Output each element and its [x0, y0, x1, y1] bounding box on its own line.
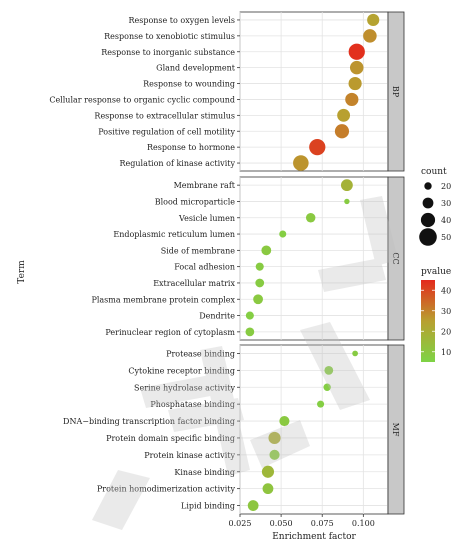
data-point	[245, 311, 254, 320]
panels-layer: BP Response to oxygen levels Response to x…	[49, 11, 405, 515]
data-point	[253, 294, 263, 305]
y-tick-label: Membrane raft	[174, 181, 236, 190]
y-tick-label: Side of membrane	[161, 246, 236, 255]
facet-strip-label: MF	[391, 423, 400, 437]
y-tick-label: DNA−binding transcription factor binding	[63, 417, 235, 426]
y-tick-label: Regulation of kinase activity	[119, 159, 235, 168]
size-legend-dot	[424, 182, 432, 190]
panel-cc: CC Membrane raft Blood microparticle Vesicl…	[91, 176, 405, 341]
y-tick-label: Protein domain specific binding	[106, 434, 235, 443]
size-legend-label: 50	[441, 233, 451, 242]
y-tick-label: Kinase binding	[174, 468, 235, 477]
data-point	[261, 465, 275, 478]
x-tick-label: 0.050	[270, 519, 293, 528]
pvalue-colorbar	[421, 280, 435, 362]
y-tick-label: Serine hydrolase activity	[134, 383, 235, 392]
y-tick-label: Endoplasmic reticulum lumen	[113, 230, 235, 239]
y-tick-label: Response to hormone	[147, 143, 235, 152]
size-legend-dot	[420, 212, 436, 228]
y-tick-label: Phosphatase binding	[150, 400, 235, 409]
y-tick-label: Gland development	[156, 64, 236, 73]
y-axis-title: Term	[17, 260, 27, 284]
x-tick-label: 0.025	[229, 519, 252, 528]
y-tick-label: Blood microparticle	[155, 197, 236, 206]
x-axis-title: Enrichment factor	[272, 532, 356, 542]
facet-strip-label: BP	[391, 86, 400, 98]
panel-bp: BP Response to oxygen levels Response to x…	[49, 11, 405, 172]
x-axis: 0.025 0.050 0.075 0.100	[229, 514, 375, 528]
y-tick-label: Cellular response to organic cyclic comp…	[49, 95, 235, 104]
y-tick-label: Perinuclear region of cytoplasm	[105, 328, 235, 337]
data-point	[363, 29, 377, 43]
data-point	[255, 262, 264, 271]
facet-strip-bp: BP	[387, 11, 405, 172]
facet-strip-label: CC	[391, 252, 400, 264]
data-point	[367, 13, 380, 27]
y-tick-label: Vesicle lumen	[178, 214, 235, 223]
data-point	[262, 483, 274, 495]
colorbar-label: 40	[441, 286, 451, 295]
colorbar-label: 20	[441, 327, 451, 336]
data-point	[323, 383, 331, 391]
legend: count pvalue 20 30 40 50 10 20 30 40	[419, 167, 451, 362]
data-point	[344, 198, 350, 205]
data-point	[324, 365, 334, 375]
x-tick-label: 0.075	[311, 519, 334, 528]
size-legend-title: count	[421, 167, 447, 177]
y-tick-label: Response to inorganic substance	[101, 48, 235, 57]
panel-mf: MF Protease binding Cytokine receptor bind…	[63, 344, 405, 515]
y-tick-label: Dendrite	[199, 312, 235, 321]
data-point	[247, 500, 259, 511]
data-point	[255, 278, 265, 288]
y-tick-label: Response to extracellular stimulus	[94, 111, 235, 120]
size-legend-label: 40	[441, 216, 451, 225]
data-point	[245, 327, 255, 337]
y-tick-label: Positive regulation of cell motility	[98, 127, 235, 136]
data-point	[352, 350, 358, 357]
y-tick-label: Focal adhesion	[174, 263, 235, 272]
data-point	[305, 213, 316, 223]
size-legend-dot	[422, 197, 434, 209]
data-point	[345, 92, 359, 107]
y-tick-label: Response to wounding	[143, 80, 235, 89]
colorbar-label: 30	[441, 307, 451, 316]
data-point	[279, 415, 290, 427]
y-tick-label: Protein homodimerization activity	[97, 485, 236, 494]
data-point	[348, 76, 362, 91]
facet-strip-background	[387, 176, 405, 341]
y-tick-label: Response to xenobiotic stimulus	[104, 32, 235, 41]
facet-strip-mf: MF	[387, 344, 405, 515]
facet-strip-background	[387, 11, 405, 172]
size-legend-dot	[419, 228, 437, 246]
data-point	[309, 139, 326, 156]
data-point	[293, 155, 309, 171]
data-point	[337, 108, 351, 122]
y-tick-label: Protease binding	[166, 349, 235, 358]
y-tick-label: Protein kinase activity	[144, 451, 235, 460]
y-tick-label: Lipid binding	[181, 502, 235, 511]
colorbar-label: 10	[441, 348, 451, 357]
y-tick-label: Response to oxygen levels	[128, 16, 235, 25]
data-point	[279, 230, 287, 238]
size-legend-label: 20	[441, 182, 451, 191]
data-point	[261, 245, 272, 256]
facet-strip-cc: CC	[387, 176, 405, 341]
data-point	[340, 179, 353, 192]
y-tick-label: Extracellular matrix	[153, 279, 235, 288]
data-point	[269, 449, 280, 460]
data-point	[348, 43, 365, 60]
size-legend-label: 30	[441, 199, 451, 208]
data-point	[334, 124, 350, 139]
y-tick-label: Plasma membrane protein complex	[91, 295, 235, 304]
y-tick-label: Cytokine receptor binding	[128, 366, 235, 375]
facet-strip-background	[387, 344, 405, 515]
data-point	[349, 60, 364, 75]
data-point	[317, 400, 325, 408]
color-legend-title: pvalue	[421, 267, 451, 277]
data-point	[268, 431, 281, 445]
x-tick-label: 0.100	[352, 519, 375, 528]
